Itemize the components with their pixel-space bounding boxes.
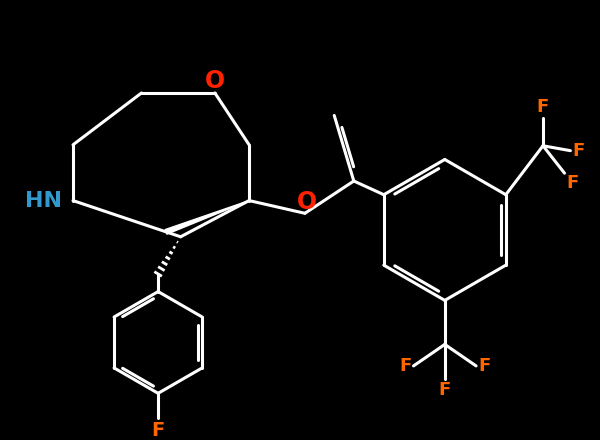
- Polygon shape: [165, 201, 249, 234]
- Text: F: F: [537, 99, 549, 117]
- Text: O: O: [297, 190, 317, 213]
- Text: F: F: [152, 421, 165, 440]
- Text: F: F: [399, 357, 412, 375]
- Text: F: F: [566, 174, 579, 192]
- Text: HN: HN: [25, 191, 62, 211]
- Text: F: F: [439, 381, 451, 399]
- Text: O: O: [205, 69, 225, 93]
- Text: F: F: [478, 357, 490, 375]
- Text: F: F: [572, 142, 584, 160]
